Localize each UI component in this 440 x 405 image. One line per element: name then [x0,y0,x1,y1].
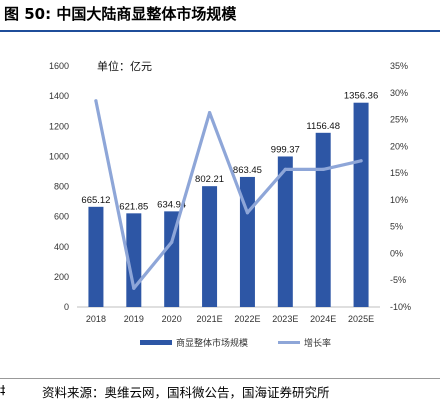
bar [353,102,369,307]
y-left-tick-label: 400 [54,242,69,252]
x-tick-label: 2024E [310,314,336,324]
y-right-tick-label: 20% [390,141,408,151]
chart-area: 0 200 400 600 800 1000 1200 1400 1600 -10% -5% 0% 5%… [49,59,411,349]
legend-label-bar: 商显整体市场规模 [176,337,248,349]
y-left-tick-label: 1400 [49,91,69,101]
y-left-tick-label: 1000 [49,151,69,161]
edge-text: ‡ [0,382,5,397]
bar-data-label: 621.85 [119,201,148,212]
bar-data-label: 863.45 [233,165,262,176]
x-tick-label: 2023E [272,314,298,324]
growth-point [207,110,212,115]
y-right-tick-label: 0% [390,248,403,258]
y-right-tick-label: -5% [390,275,406,285]
growth-point [132,286,136,290]
legend: 商显整体市场规模 增长率 [140,337,331,349]
unit-label: 单位：亿元 [97,59,152,73]
source-note: 资料来源：奥维云网，国科微公告，国海证券研究所 [42,385,330,400]
y-right-tick-label: -10% [390,302,411,312]
bar-data-label: 1156.48 [306,121,340,132]
legend-swatch-bar [140,340,172,345]
bar-data-label: 802.21 [195,174,224,185]
growth-point [321,167,325,171]
y-left-tick-label: 200 [54,272,69,282]
growth-line-group [94,99,363,290]
y-right-tick-label: 5% [390,222,403,232]
growth-point [283,167,287,171]
figure-title: 图 50: 中国大陆商显整体市场规模 [4,5,237,23]
bar [202,186,218,307]
x-tick-label: 2020 [162,314,182,324]
y-right-tick-label: 30% [390,88,408,98]
x-tick-label: 2021E [197,314,223,324]
x-tick-label: 2025E [348,314,374,324]
source-rule [0,378,440,379]
y-left-tick-label: 1200 [49,121,69,131]
bar-data-label: 999.37 [271,144,300,155]
bar [277,156,293,307]
growth-point [359,159,363,163]
bar [88,206,104,307]
y-left-tick-label: 1600 [49,61,69,71]
y-left-tick-label: 600 [54,212,69,222]
bars-group [88,102,369,307]
y-left-tick-label: 0 [64,302,69,312]
legend-label-line: 增长率 [304,337,331,349]
growth-point [245,211,250,215]
x-tick-label: 2022E [234,314,260,324]
x-tick-label: 2019 [124,314,144,324]
x-tick-label: 2018 [86,314,106,324]
data-labels-group: 665.12 621.85 634.94 802.21 863.45 999.37 1156… [81,91,378,213]
y-right-tick-label: 35% [390,61,408,71]
title-rule [0,30,440,32]
y-right-tick-label: 10% [390,195,408,205]
y-right-tick-label: 15% [390,168,408,178]
bar [164,211,180,307]
growth-point [94,99,98,103]
chart-axes: 0 200 400 600 800 1000 1200 1400 1600 -10% -5% 0% 5%… [49,61,411,324]
bar-data-label: 665.12 [81,195,110,206]
bar-data-label: 634.94 [157,199,186,210]
bar [315,132,331,307]
growth-point [170,240,174,244]
y-left-tick-label: 800 [54,182,69,192]
y-right-tick-label: 25% [390,115,408,125]
growth-line [94,99,363,290]
bar-data-label: 1356.36 [344,91,378,102]
